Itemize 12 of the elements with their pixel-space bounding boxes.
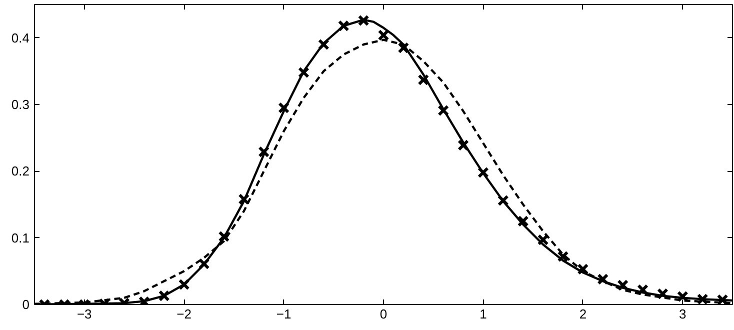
x-tick-label: −2 xyxy=(176,306,192,322)
x-tick-label: −1 xyxy=(276,306,292,322)
x-tick-label: 1 xyxy=(480,306,487,322)
x-tick-label: 3 xyxy=(679,306,686,322)
y-tick-label: 0.2 xyxy=(11,164,30,179)
y-tick-label: 0 xyxy=(22,297,30,312)
x-tick-label: 2 xyxy=(579,306,587,322)
y-tick-label: 0.1 xyxy=(11,230,30,246)
y-tick-label: 0.3 xyxy=(11,97,30,112)
x-tick-label: −3 xyxy=(76,306,92,322)
x-tick-label: 0 xyxy=(380,306,388,322)
y-tick-label: 0.4 xyxy=(11,30,30,46)
